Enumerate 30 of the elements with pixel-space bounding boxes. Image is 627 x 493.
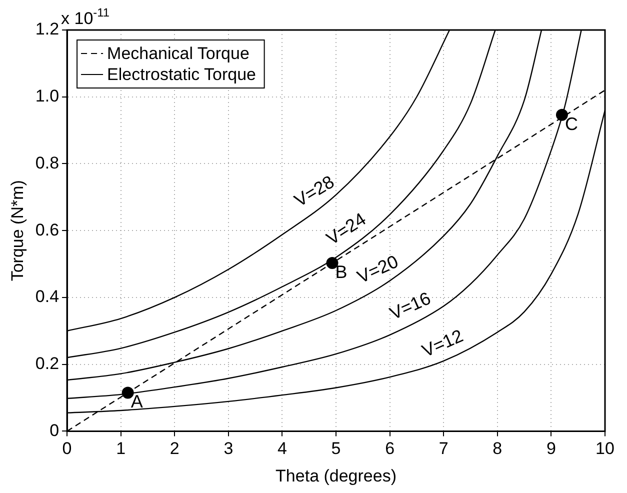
annotation: A bbox=[130, 392, 143, 412]
x-tick-label: 8 bbox=[492, 439, 502, 458]
annotation: V=28 bbox=[290, 172, 338, 211]
annotation: V=24 bbox=[322, 208, 370, 249]
x-axis-title: Theta (degrees) bbox=[276, 466, 396, 486]
y-tick-label: 0.6 bbox=[35, 220, 60, 240]
x-tick-label: 7 bbox=[438, 439, 448, 458]
x-tick-label: 1 bbox=[116, 439, 126, 458]
annotation: V=16 bbox=[386, 288, 434, 324]
x-tick-label: 10 bbox=[596, 439, 614, 458]
y-tick-label: 1.2 bbox=[35, 20, 60, 39]
x-tick-label: 4 bbox=[277, 439, 287, 458]
x-tick-label: 2 bbox=[170, 439, 180, 458]
y-tick-label: 1.0 bbox=[35, 86, 60, 106]
x-tick-label: 6 bbox=[385, 439, 395, 458]
x-tick-label: 5 bbox=[331, 439, 341, 458]
y-tick-label: 0.4 bbox=[35, 287, 60, 306]
y-axis-title: Torque (N*m) bbox=[8, 180, 27, 282]
annotation: V=20 bbox=[354, 251, 402, 288]
y-tick-label: 0.8 bbox=[35, 153, 60, 172]
x-tick-label: 3 bbox=[224, 439, 234, 458]
y-tick-label: 0.2 bbox=[35, 354, 60, 374]
x-tick-label: 9 bbox=[546, 439, 556, 458]
annotation: V=12 bbox=[419, 326, 466, 362]
annotation: B bbox=[335, 262, 348, 282]
legend-label: Electrostatic Torque bbox=[107, 65, 256, 84]
y-tick-label: 0 bbox=[50, 420, 60, 440]
annotation: C bbox=[564, 114, 578, 134]
legend-label: Mechanical Torque bbox=[107, 44, 250, 64]
x-tick-label: 0 bbox=[62, 439, 72, 458]
